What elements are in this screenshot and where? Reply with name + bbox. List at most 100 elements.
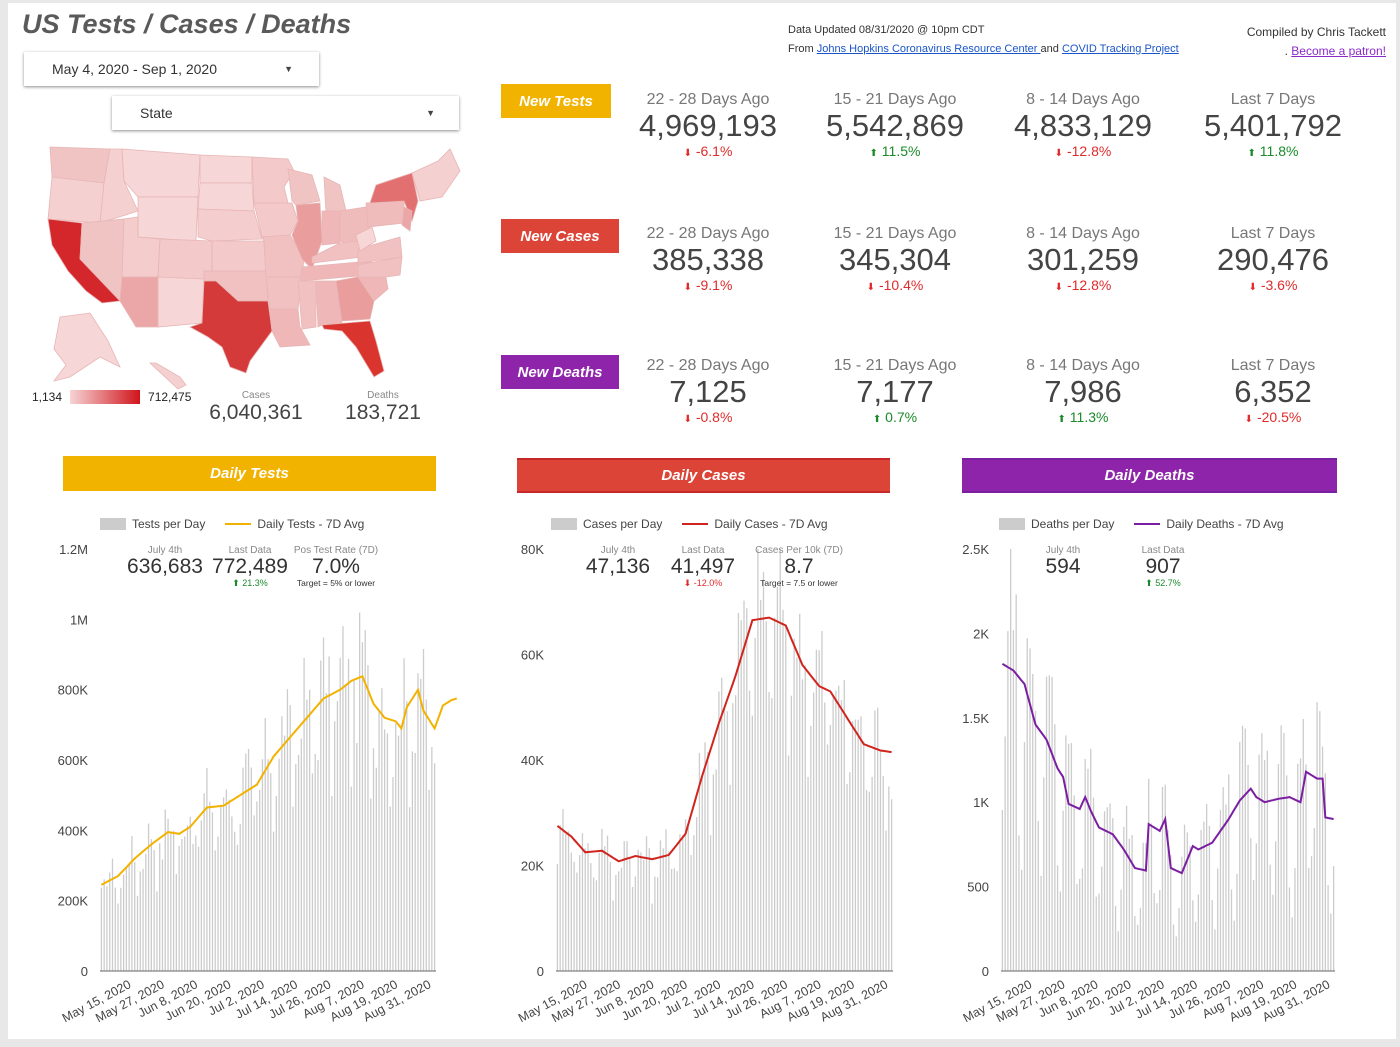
kpi-value: 41,497	[670, 555, 736, 578]
state-va[interactable]	[357, 236, 403, 264]
period-label: 15 - 21 Days Ago	[833, 225, 957, 242]
stat-cell: 8 - 14 Days Ago 7,986 ⬆ 11.3%	[998, 357, 1168, 425]
chart-legend: Cases per Day Daily Cases - 7D Avg	[551, 517, 828, 531]
state-ms[interactable]	[297, 280, 317, 330]
kpi-value: 47,136	[585, 555, 651, 578]
y-tick-label: 0	[81, 964, 88, 979]
state-dropdown[interactable]: State ▼	[112, 96, 459, 130]
period-label: Last 7 Days	[1230, 225, 1316, 242]
state-mi[interactable]	[323, 176, 347, 214]
y-tick-label: 800K	[58, 683, 89, 698]
arrow-up-icon: ⬆	[1145, 578, 1153, 588]
state-sd[interactable]	[197, 182, 255, 212]
state-mn[interactable]	[251, 156, 295, 204]
rate-kpi: Cases Per 10k (7D) 8.7 Target = 7.5 or low…	[744, 545, 854, 588]
arrow-down-icon: ⬇	[1054, 148, 1064, 159]
y-tick-label: 1.2M	[59, 542, 88, 557]
arrow-up-icon: ⬆	[1057, 414, 1066, 425]
state-wy[interactable]	[137, 196, 199, 242]
state-az[interactable]	[119, 276, 159, 328]
stat-change: ⬇ -6.1%	[623, 143, 793, 159]
avg-line	[100, 675, 458, 886]
new-tests-badge: New Tests	[501, 84, 611, 118]
stat-value: 7,986	[1044, 374, 1122, 409]
change-value: -3.6%	[1260, 277, 1298, 293]
patron-link[interactable]: Become a patron!	[1291, 44, 1386, 58]
state-mt[interactable]	[121, 148, 201, 198]
state-pa[interactable]	[365, 200, 405, 228]
kpi-target: Target = 5% or lower	[296, 578, 376, 588]
state-ne[interactable]	[197, 208, 263, 242]
arrow-down-icon: ⬇	[683, 148, 692, 159]
state-new-england[interactable]	[411, 148, 461, 202]
legend-line-label: Daily Cases - 7D Avg	[714, 517, 828, 531]
stat-value: 7,125	[669, 374, 747, 409]
stat-cell: 22 - 28 Days Ago 7,125 ⬇ -0.8%	[623, 357, 793, 425]
legend-bars-label: Cases per Day	[583, 517, 663, 531]
patron-prefix: .	[1284, 44, 1292, 58]
stat-change: ⬇ -12.8%	[998, 277, 1168, 293]
change-value: -12.8%	[1066, 143, 1112, 159]
arrow-up-icon: ⬆	[1247, 148, 1256, 159]
scale-min: 1,134	[32, 390, 63, 404]
state-hi[interactable]	[148, 362, 187, 390]
period-label: Last 7 Days	[1230, 357, 1316, 374]
kpi-change-value: -12.0%	[693, 578, 723, 588]
page-title: US Tests / Cases / Deaths	[22, 9, 352, 39]
daily-tests-header: Daily Tests	[63, 456, 436, 491]
kpi-label: Cases Per 10k (7D)	[755, 545, 843, 556]
state-nd[interactable]	[199, 154, 253, 184]
us-cases-map[interactable]	[40, 141, 470, 393]
change-value: 11.3%	[1069, 409, 1109, 425]
stat-cell: 22 - 28 Days Ago 4,969,193 ⬇ -6.1%	[623, 91, 793, 159]
state-la[interactable]	[269, 308, 311, 348]
total-deaths-label: Deaths	[367, 390, 399, 401]
last-data-kpi: Last Data 907 ⬆ 52.7%	[1108, 545, 1218, 589]
change-value: -20.5%	[1256, 409, 1302, 425]
change-value: -6.1%	[695, 143, 733, 159]
state-ks[interactable]	[211, 240, 267, 272]
kpi-label: Pos Test Rate (7D)	[293, 545, 379, 556]
state-ia[interactable]	[253, 202, 299, 238]
updated-line: Data Updated 08/31/2020 @ 10pm CDT	[788, 24, 985, 36]
state-in[interactable]	[321, 210, 341, 246]
state-ga[interactable]	[335, 276, 375, 322]
stat-change: ⬇ -9.1%	[623, 277, 793, 293]
y-tick-label: 60K	[521, 648, 544, 663]
stat-value: 7,177	[856, 374, 934, 409]
period-label: 22 - 28 Days Ago	[646, 357, 770, 374]
legend-bars-label: Deaths per Day	[1031, 517, 1115, 531]
jhu-link[interactable]: Johns Hopkins Coronavirus Resource Cente…	[816, 43, 1041, 55]
state-wi[interactable]	[287, 168, 321, 206]
state-nj[interactable]	[401, 206, 413, 232]
daily-deaths-header: Daily Deaths	[962, 458, 1337, 493]
date-range-dropdown[interactable]: May 4, 2020 - Sep 1, 2020 ▼	[24, 52, 319, 86]
change-value: -9.1%	[695, 277, 733, 293]
state-tx[interactable]	[189, 280, 273, 374]
stat-change: ⬆ 11.8%	[1188, 143, 1358, 159]
arrow-down-icon: ⬇	[1054, 282, 1064, 293]
state-ar[interactable]	[265, 276, 303, 310]
avg-line	[556, 616, 892, 863]
arrow-down-icon: ⬇	[1248, 282, 1257, 293]
chart-legend: Deaths per Day Daily Deaths - 7D Avg	[999, 517, 1284, 531]
line-swatch	[682, 523, 709, 525]
state-il[interactable]	[291, 202, 323, 270]
kpi-change: ⬆ 52.7%	[1108, 578, 1218, 589]
kpi-value: 594	[1045, 555, 1081, 578]
cases-chart: Cases per Day Daily Cases - 7D Avg 0 20K 40K…	[508, 513, 938, 1043]
state-or[interactable]	[47, 176, 105, 224]
stat-value: 5,401,792	[1204, 108, 1342, 143]
y-tick-label: 40K	[521, 753, 544, 768]
y-tick-label: 200K	[58, 894, 89, 909]
total-cases-label: Cases	[241, 390, 271, 401]
covid-tracking-link[interactable]: COVID Tracking Project	[1061, 43, 1179, 55]
state-nm[interactable]	[157, 276, 205, 328]
tests-chart: Tests per Day Daily Tests - 7D Avg 0 200K 40…	[48, 513, 478, 1043]
state-fl[interactable]	[321, 320, 385, 378]
state-wv[interactable]	[355, 226, 377, 252]
state-ak[interactable]	[53, 312, 121, 382]
